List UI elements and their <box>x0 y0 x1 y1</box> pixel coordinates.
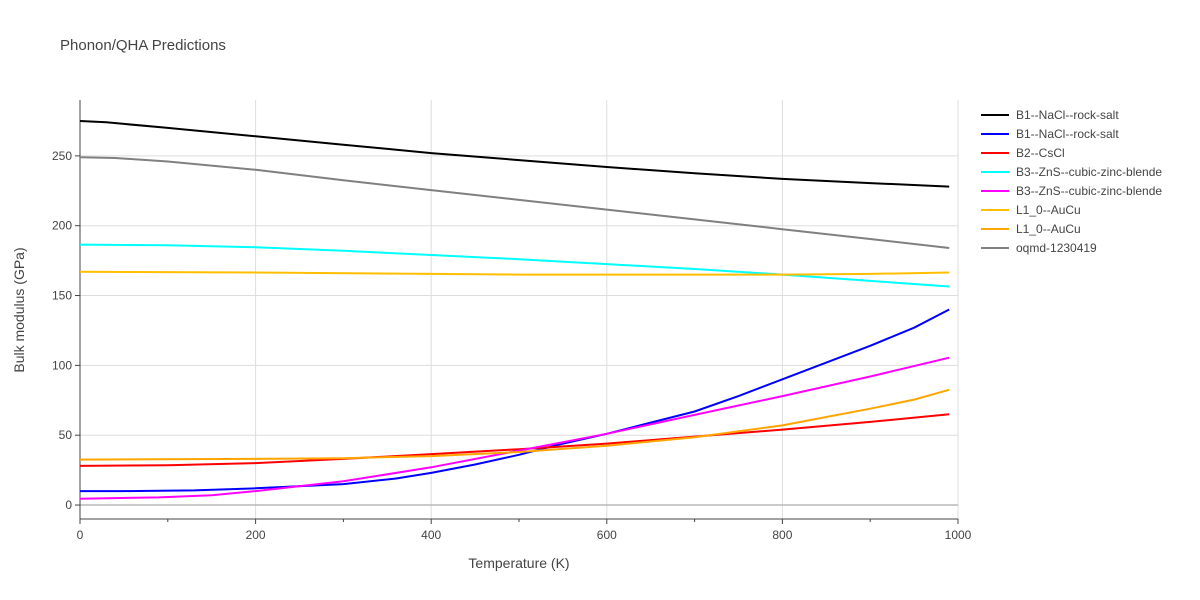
series-line-3 <box>79 243 950 288</box>
y-tick-label: 0 <box>65 498 72 512</box>
legend-item[interactable]: B1--NaCl--rock-salt <box>981 127 1119 141</box>
legend-item[interactable]: L1_0--AuCu <box>981 203 1081 217</box>
legend-item[interactable]: B3--ZnS--cubic-zinc-blende <box>981 184 1162 198</box>
legend-item[interactable]: B1--NaCl--rock-salt <box>981 108 1119 122</box>
chart-title: Phonon/QHA Predictions <box>60 37 226 54</box>
legend-label: B3--ZnS--cubic-zinc-blende <box>1016 184 1162 198</box>
legend-item[interactable]: L1_0--AuCu <box>981 222 1081 236</box>
legend-item[interactable]: oqmd-1230419 <box>981 241 1097 255</box>
legend-label: B3--ZnS--cubic-zinc-blende <box>1016 165 1162 179</box>
y-tick-label: 250 <box>52 149 72 163</box>
legend-item[interactable]: B3--ZnS--cubic-zinc-blende <box>981 165 1162 179</box>
y-tick-label: 150 <box>52 289 72 303</box>
x-tick-label: 200 <box>246 528 266 542</box>
y-tick-label: 50 <box>59 428 73 442</box>
x-tick-label: 400 <box>421 528 441 542</box>
y-tick-label: 200 <box>52 219 72 233</box>
legend-label: B1--NaCl--rock-salt <box>1016 127 1119 141</box>
series-line-2 <box>79 413 950 467</box>
x-tick-label: 600 <box>597 528 617 542</box>
legend-item[interactable]: B2--CsCl <box>981 146 1065 160</box>
legend-label: oqmd-1230419 <box>1016 241 1097 255</box>
legend-label: B2--CsCl <box>1016 146 1065 160</box>
y-tick-label: 100 <box>52 358 72 372</box>
series-line-4 <box>79 356 950 500</box>
series-layer <box>79 120 950 500</box>
legend-label: L1_0--AuCu <box>1016 222 1081 236</box>
legend-label: L1_0--AuCu <box>1016 203 1081 217</box>
series-line-1 <box>80 308 950 493</box>
x-axis-title: Temperature (K) <box>468 555 569 571</box>
series-line-7 <box>79 156 950 249</box>
x-tick-label: 0 <box>77 528 84 542</box>
y-axis-title: Bulk modulus (GPa) <box>11 247 27 372</box>
series-line-0 <box>79 120 950 188</box>
legend[interactable]: B1--NaCl--rock-salt B1--NaCl--rock-salt B2… <box>981 108 1162 255</box>
legend-label: B1--NaCl--rock-salt <box>1016 108 1119 122</box>
axes: 0 200 400 600 800 1000 0 50 100 150 200 250 <box>52 100 972 542</box>
series-line-6 <box>79 388 950 461</box>
x-tick-label: 800 <box>772 528 792 542</box>
series-line-5 <box>79 270 950 276</box>
x-tick-label: 1000 <box>945 528 972 542</box>
grid-lines <box>80 100 959 519</box>
